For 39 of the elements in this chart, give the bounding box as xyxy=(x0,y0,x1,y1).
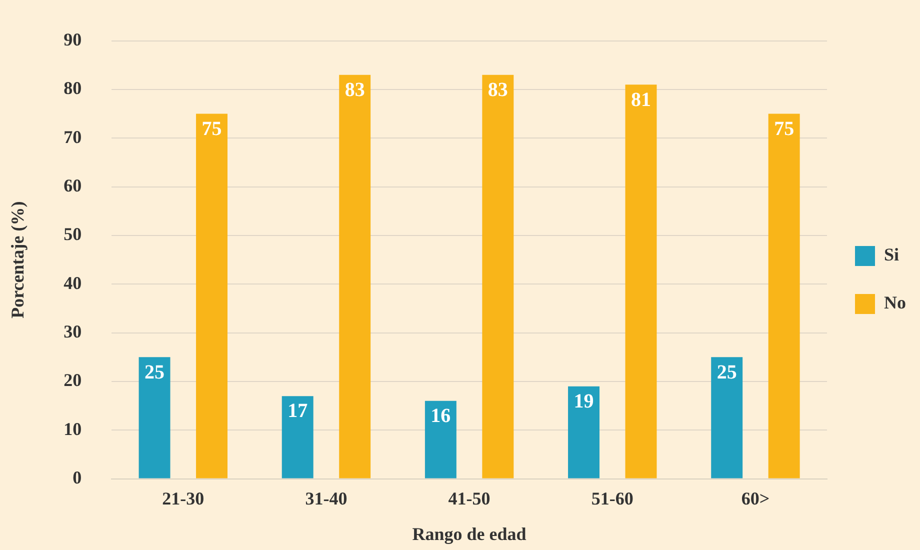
bar xyxy=(339,74,371,478)
y-tick-label: 10 xyxy=(64,418,82,439)
data-label: 25 xyxy=(144,361,165,384)
legend-label: Si xyxy=(884,244,900,265)
bar xyxy=(711,357,743,478)
y-tick-label: 90 xyxy=(64,29,82,50)
bar xyxy=(482,74,514,478)
bar xyxy=(196,114,228,478)
data-label: 25 xyxy=(716,361,737,384)
data-label: 16 xyxy=(430,405,451,428)
y-tick-label: 30 xyxy=(64,321,82,342)
data-label: 17 xyxy=(288,400,308,422)
y-tick-label: 70 xyxy=(64,126,82,147)
legend-label: No xyxy=(884,292,906,313)
data-label: 75 xyxy=(774,118,794,140)
data-label: 75 xyxy=(202,118,222,140)
bar xyxy=(282,396,314,478)
bar xyxy=(768,114,800,478)
y-tick-label: 60 xyxy=(64,175,82,196)
y-tick-label: 0 xyxy=(72,467,82,488)
x-axis-title: Rango de edad xyxy=(412,524,526,544)
x-tick-label: 31-40 xyxy=(305,488,348,508)
y-tick-label: 80 xyxy=(64,78,82,98)
y-tick-label: 40 xyxy=(64,272,82,293)
x-tick-label: 60> xyxy=(741,488,770,508)
data-label: 83 xyxy=(344,79,365,102)
data-label: 81 xyxy=(630,88,651,111)
y-tick-label: 50 xyxy=(64,224,82,244)
bar xyxy=(568,386,600,478)
bar xyxy=(424,400,456,478)
x-tick-label: 21-30 xyxy=(162,488,204,508)
data-label: 19 xyxy=(574,390,594,413)
data-label: 83 xyxy=(488,79,508,102)
y-tick-label: 20 xyxy=(64,370,82,390)
x-tick-label: 41-50 xyxy=(448,488,490,508)
x-tick-label: 51-60 xyxy=(591,488,634,508)
bar xyxy=(625,84,657,478)
bar xyxy=(138,357,170,478)
y-axis-title: Porcentaje (%) xyxy=(7,201,28,318)
